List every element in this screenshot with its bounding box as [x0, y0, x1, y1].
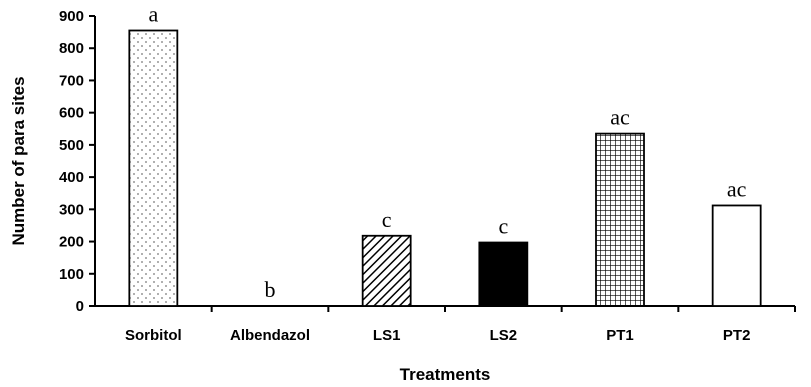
bar-pt2	[711, 204, 762, 307]
y-tick-label: 100	[59, 266, 84, 283]
bars	[128, 29, 762, 307]
category-label: Albendazol	[230, 327, 310, 344]
y-ticks: 0 100 200 300 400 500 600 700 800 900	[59, 8, 95, 315]
category-label: PT2	[723, 327, 751, 344]
significance-label: ac	[727, 176, 747, 201]
y-tick-label: 300	[59, 201, 84, 218]
category-label: Sorbitol	[125, 327, 182, 344]
category-label: LS1	[373, 327, 401, 344]
y-tick-label: 500	[59, 137, 84, 154]
y-axis-title: Number of para sites	[9, 76, 28, 245]
significance-label: c	[498, 214, 508, 239]
y-tick-label: 600	[59, 105, 84, 122]
bar-ls2	[478, 241, 529, 307]
category-label: LS2	[490, 327, 518, 344]
x-axis-title: Treatments	[400, 365, 491, 384]
y-tick-label: 0	[76, 298, 84, 315]
y-tick-label: 200	[59, 234, 84, 251]
y-tick-label: 900	[59, 8, 84, 25]
significance-label: c	[382, 207, 392, 232]
x-axis	[95, 305, 796, 312]
significance-label: a	[148, 2, 158, 27]
x-ticks	[210, 306, 796, 312]
bar-pt1	[595, 132, 645, 307]
y-tick-label: 700	[59, 72, 84, 89]
category-label: PT1	[606, 327, 634, 344]
bar-ls1	[361, 234, 412, 307]
significance-label: b	[265, 277, 276, 302]
bar-sorbitol	[128, 29, 179, 307]
y-tick-label: 800	[59, 40, 84, 57]
significance-label: ac	[610, 105, 630, 130]
significance-labels: a b c c ac ac	[148, 2, 746, 303]
y-tick-label: 400	[59, 169, 84, 186]
category-labels: Sorbitol Albendazol LS1 LS2 PT1 PT2	[125, 327, 750, 344]
y-axis: 0 100 200 300 400 500 600 700 800 900	[59, 8, 96, 315]
